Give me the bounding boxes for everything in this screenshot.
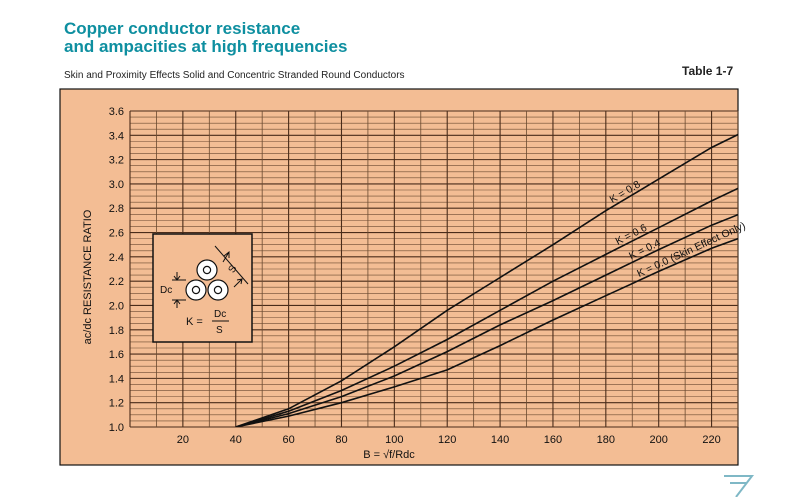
x-tick-label: 160 — [544, 434, 562, 446]
y-tick-label: 1.6 — [109, 349, 124, 361]
spacing-arrow-lower — [233, 278, 243, 288]
y-tick-label: 2.2 — [109, 276, 124, 288]
series-lines — [235, 133, 738, 427]
y-tick-label: 1.4 — [109, 373, 124, 385]
chart-title: Copper conductor resistance and ampaciti… — [64, 20, 347, 56]
k-label: K = — [186, 316, 203, 328]
conductor-left-core — [191, 285, 201, 295]
x-tick-label: 100 — [385, 434, 403, 446]
title-line-2: and ampacities at high frequencies — [64, 37, 348, 56]
y-tick-label: 2.4 — [109, 252, 124, 264]
x-tick-label: 120 — [438, 434, 456, 446]
dc-arrow-down — [173, 272, 181, 281]
conductor-right-core — [213, 285, 223, 295]
y-tick-label: 2.0 — [109, 300, 124, 312]
series-line-1 — [235, 187, 738, 427]
spacing-line — [214, 245, 249, 285]
grid-major — [129, 110, 739, 428]
x-tick-labels: 20 40 60 80 100 120 140 160 180 200 220 — [177, 434, 721, 446]
y-tick-label: 3.4 — [109, 130, 124, 142]
series-line-2 — [235, 213, 738, 427]
series-line-3 — [235, 237, 738, 427]
x-tick-label: 20 — [177, 434, 189, 446]
page-corner-mark-icon — [724, 475, 755, 497]
y-tick-labels: 1.0 1.2 1.4 1.6 1.8 2.0 2.2 2.4 2.6 2.8 3.0 3.2 3.4 3… — [109, 106, 124, 434]
x-tick-label: 80 — [335, 434, 347, 446]
spacing-arrow-upper — [222, 250, 230, 263]
x-axis-label: B = √f/Rdc — [363, 449, 415, 461]
fraction-numerator: Dc — [214, 309, 226, 320]
y-axis-label: ac/dc RESISTANCE RATIO — [82, 209, 94, 344]
y-tick-label: 3.0 — [109, 179, 124, 191]
x-tick-label: 200 — [650, 434, 668, 446]
y-tick-label: 2.6 — [109, 228, 124, 240]
x-tick-label: 40 — [230, 434, 242, 446]
y-tick-label: 3.6 — [109, 106, 124, 118]
series-line-0 — [235, 133, 738, 427]
fraction-denominator: S — [216, 325, 223, 336]
title-line-1: Copper conductor resistance — [64, 19, 301, 38]
x-tick-label: 180 — [597, 434, 615, 446]
y-tick-label: 1.2 — [109, 398, 124, 410]
x-tick-label: 60 — [282, 434, 294, 446]
y-tick-label: 3.2 — [109, 155, 124, 167]
chart-subtitle: Skin and Proximity Effects Solid and Con… — [64, 70, 405, 81]
table-label: Table 1-7 — [682, 64, 734, 78]
x-tick-label: 140 — [491, 434, 509, 446]
y-tick-label: 2.8 — [109, 203, 124, 215]
dc-arrow-up — [173, 299, 181, 308]
inset-diagram: Dc S K = Dc S — [152, 233, 253, 343]
y-tick-label: 1.0 — [109, 422, 124, 434]
y-tick-label: 1.8 — [109, 325, 124, 337]
s-label: S — [227, 263, 240, 275]
conductor-top-core — [202, 265, 212, 275]
dc-label: Dc — [160, 285, 172, 296]
x-tick-label: 220 — [702, 434, 720, 446]
